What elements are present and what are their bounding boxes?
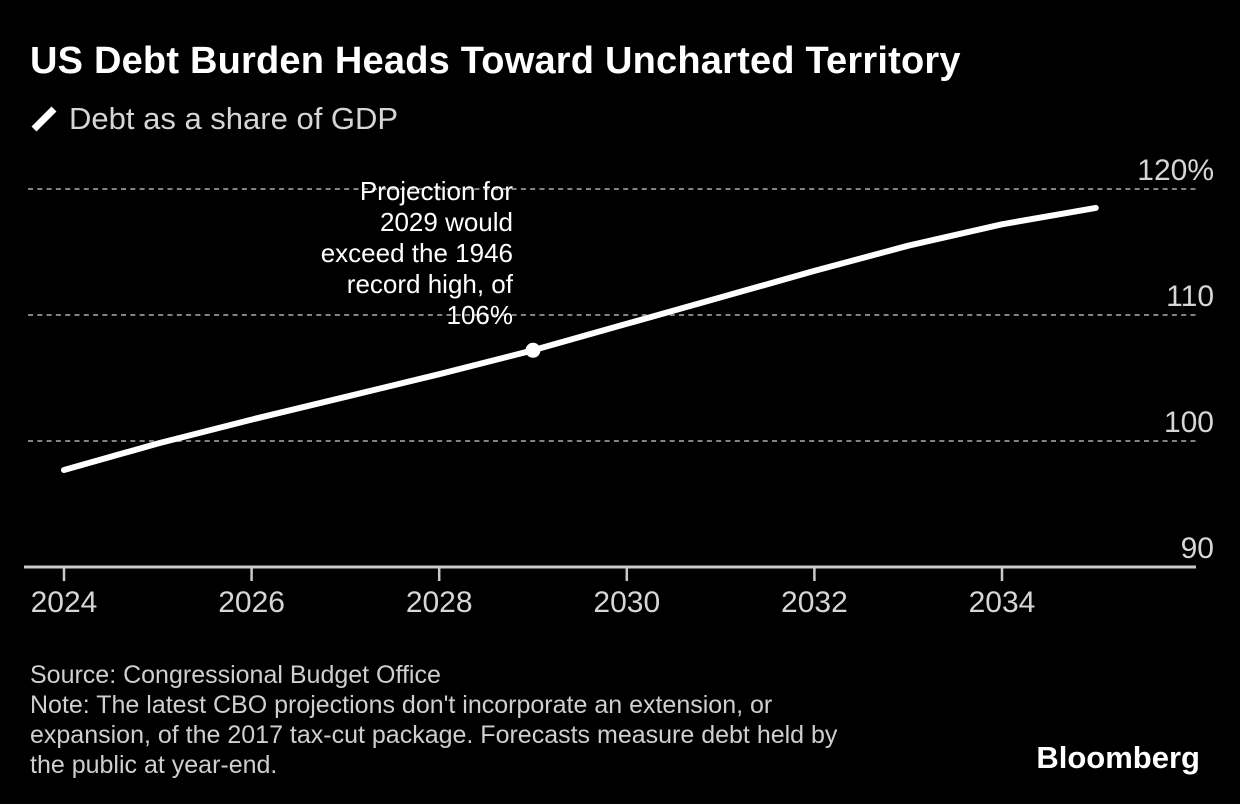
chart-annotation: Projection for 2029 would exceed the 194… xyxy=(213,176,513,331)
y-axis-label: 100 xyxy=(1164,406,1214,439)
x-axis-label: 2026 xyxy=(218,586,285,619)
legend-label: Debt as a share of GDP xyxy=(69,101,399,136)
annotation-line: exceed the 1946 xyxy=(320,238,513,268)
x-axis-label: 2030 xyxy=(593,586,660,619)
source-line: Source: Congressional Budget Office xyxy=(30,661,441,689)
note-line: the public at year-end. xyxy=(30,751,278,779)
x-axis-label: 2024 xyxy=(31,586,98,619)
note-line: expansion, of the 2017 tax-cut package. … xyxy=(30,721,838,749)
x-axis-label: 2028 xyxy=(406,586,473,619)
chart-footnotes: Source: Congressional Budget Office Note… xyxy=(30,660,837,780)
y-axis-label: 120% xyxy=(1137,154,1214,187)
annotation-line: 2029 would xyxy=(380,207,513,237)
annotation-line: 106% xyxy=(446,300,514,330)
y-axis-label: 90 xyxy=(1181,532,1214,565)
y-axis-label: 110 xyxy=(1166,280,1214,313)
x-axis-label: 2032 xyxy=(781,586,848,619)
legend: Debt as a share of GDP xyxy=(30,101,399,136)
bloomberg-logo: Bloomberg xyxy=(1036,740,1200,775)
line-chart-plot: 120% 110 100 90 2024 2026 2028 2030 2032 2034 xyxy=(24,154,1214,619)
note-line: Note: The latest CBO projections don't i… xyxy=(30,691,773,719)
chart-title: US Debt Burden Heads Toward Uncharted Te… xyxy=(30,40,961,82)
debt-share-line xyxy=(61,204,1099,473)
x-axis-label: 2034 xyxy=(969,586,1036,619)
annotation-line: Projection for xyxy=(359,176,513,206)
line-series-icon xyxy=(31,106,57,132)
highlight-point-2029 xyxy=(525,342,541,358)
annotation-line: record high, of xyxy=(346,269,513,299)
